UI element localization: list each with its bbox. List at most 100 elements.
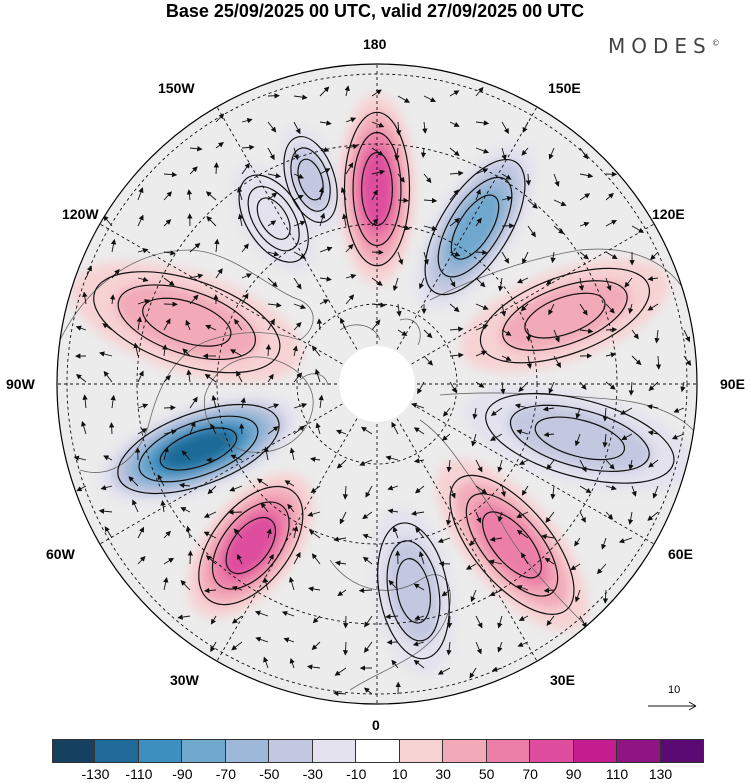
wind-vector bbox=[443, 407, 451, 417]
wind-vector bbox=[371, 249, 384, 255]
lon-label-60w: 60W bbox=[46, 546, 75, 562]
wind-vector bbox=[319, 212, 326, 227]
wind-vector bbox=[267, 553, 274, 565]
wind-vector bbox=[501, 355, 512, 361]
wind-vector bbox=[413, 427, 425, 435]
streamline bbox=[449, 474, 575, 615]
wind-vector bbox=[241, 117, 253, 124]
wind-vector bbox=[163, 318, 171, 331]
wind-vector bbox=[311, 641, 321, 651]
wind-vector bbox=[579, 381, 587, 390]
wind-vector bbox=[215, 268, 223, 279]
streamline bbox=[534, 416, 626, 461]
wind-vector bbox=[345, 243, 354, 253]
wind-vector bbox=[646, 404, 659, 410]
meridian-line bbox=[396, 106, 538, 350]
wind-vector bbox=[415, 485, 425, 494]
reference-vector-label: 10 bbox=[668, 684, 681, 696]
wind-vector bbox=[627, 511, 634, 525]
wind-vector bbox=[207, 485, 217, 495]
wind-vector bbox=[163, 405, 176, 411]
wind-vector bbox=[387, 485, 399, 491]
wind-vector bbox=[517, 641, 529, 647]
wind-vector bbox=[397, 95, 410, 103]
wind-vector bbox=[423, 197, 438, 204]
anomaly-contour bbox=[448, 190, 502, 264]
wind-vector bbox=[85, 265, 92, 279]
wind-vector bbox=[371, 189, 378, 201]
wind-vector bbox=[310, 456, 321, 463]
lon-label-120w: 120W bbox=[62, 206, 99, 222]
wind-vector bbox=[605, 352, 617, 358]
colorbar-cell bbox=[573, 739, 618, 763]
wind-vector bbox=[234, 318, 243, 331]
wind-vector bbox=[319, 168, 331, 175]
wind-vector bbox=[546, 277, 555, 286]
pole-hole bbox=[339, 346, 415, 422]
wind-vector bbox=[449, 303, 460, 313]
wind-vector bbox=[334, 667, 347, 676]
wind-vector bbox=[475, 86, 484, 97]
wind-vector bbox=[186, 189, 193, 201]
wind-vector bbox=[553, 225, 565, 235]
wind-vector bbox=[446, 615, 453, 629]
lon-label-90w: 90W bbox=[6, 376, 35, 392]
wind-vector bbox=[575, 407, 581, 419]
wind-vector bbox=[371, 218, 379, 227]
wind-vector bbox=[293, 220, 306, 227]
wind-vector bbox=[387, 508, 399, 514]
wind-vector bbox=[160, 500, 166, 513]
colorbar-tick-label: 90 bbox=[565, 766, 582, 782]
wind-vector bbox=[441, 589, 451, 597]
wind-vector bbox=[267, 251, 280, 257]
wind-vector bbox=[289, 447, 295, 461]
wind-vector bbox=[342, 641, 349, 656]
streamline bbox=[117, 284, 256, 361]
wind-vector bbox=[605, 326, 618, 333]
streamline bbox=[211, 501, 290, 590]
wind-vector bbox=[266, 528, 272, 539]
wind-vector bbox=[340, 186, 347, 201]
wind-vector bbox=[471, 433, 477, 447]
streamline bbox=[437, 176, 513, 278]
wind-vector bbox=[418, 551, 425, 565]
wind-vector bbox=[521, 485, 529, 496]
wind-vector bbox=[186, 369, 192, 383]
colorbar-tick-label: -130 bbox=[81, 766, 110, 782]
wind-vector bbox=[263, 656, 269, 669]
latitude-circle bbox=[296, 303, 458, 465]
wind-vector bbox=[215, 113, 225, 123]
colorbar-cell bbox=[225, 739, 270, 763]
wind-vector bbox=[267, 302, 282, 308]
wind-vector bbox=[475, 511, 482, 524]
lon-label-150w: 150W bbox=[158, 80, 195, 96]
wind-vector bbox=[470, 589, 477, 603]
wind-vector bbox=[501, 121, 509, 134]
wind-vector bbox=[336, 459, 347, 469]
wind-vector bbox=[318, 186, 325, 201]
streamline bbox=[352, 131, 402, 247]
streamline bbox=[482, 511, 542, 579]
wind-vector bbox=[469, 537, 477, 547]
streamlines bbox=[93, 111, 675, 660]
wind-vector bbox=[475, 147, 490, 154]
wind-vector bbox=[628, 303, 634, 314]
wind-vector bbox=[671, 433, 685, 440]
wind-vector bbox=[631, 355, 642, 366]
wind-vector bbox=[497, 277, 504, 292]
wind-vector bbox=[578, 277, 585, 291]
wind-vector bbox=[423, 329, 433, 339]
wind-vector bbox=[311, 553, 321, 565]
wind-vector bbox=[475, 641, 482, 655]
wind-vector bbox=[488, 559, 503, 565]
wind-vector bbox=[362, 511, 373, 520]
meridian-line bbox=[411, 223, 655, 365]
wind-vector bbox=[137, 187, 144, 201]
wind-vector bbox=[132, 499, 139, 513]
map-boundary bbox=[56, 63, 698, 705]
wind-vector bbox=[605, 511, 614, 520]
colorbar-cell bbox=[356, 739, 400, 763]
modes-brand-logo: MODES© bbox=[608, 34, 720, 58]
streamline bbox=[424, 158, 526, 296]
wind-vector bbox=[652, 485, 659, 499]
